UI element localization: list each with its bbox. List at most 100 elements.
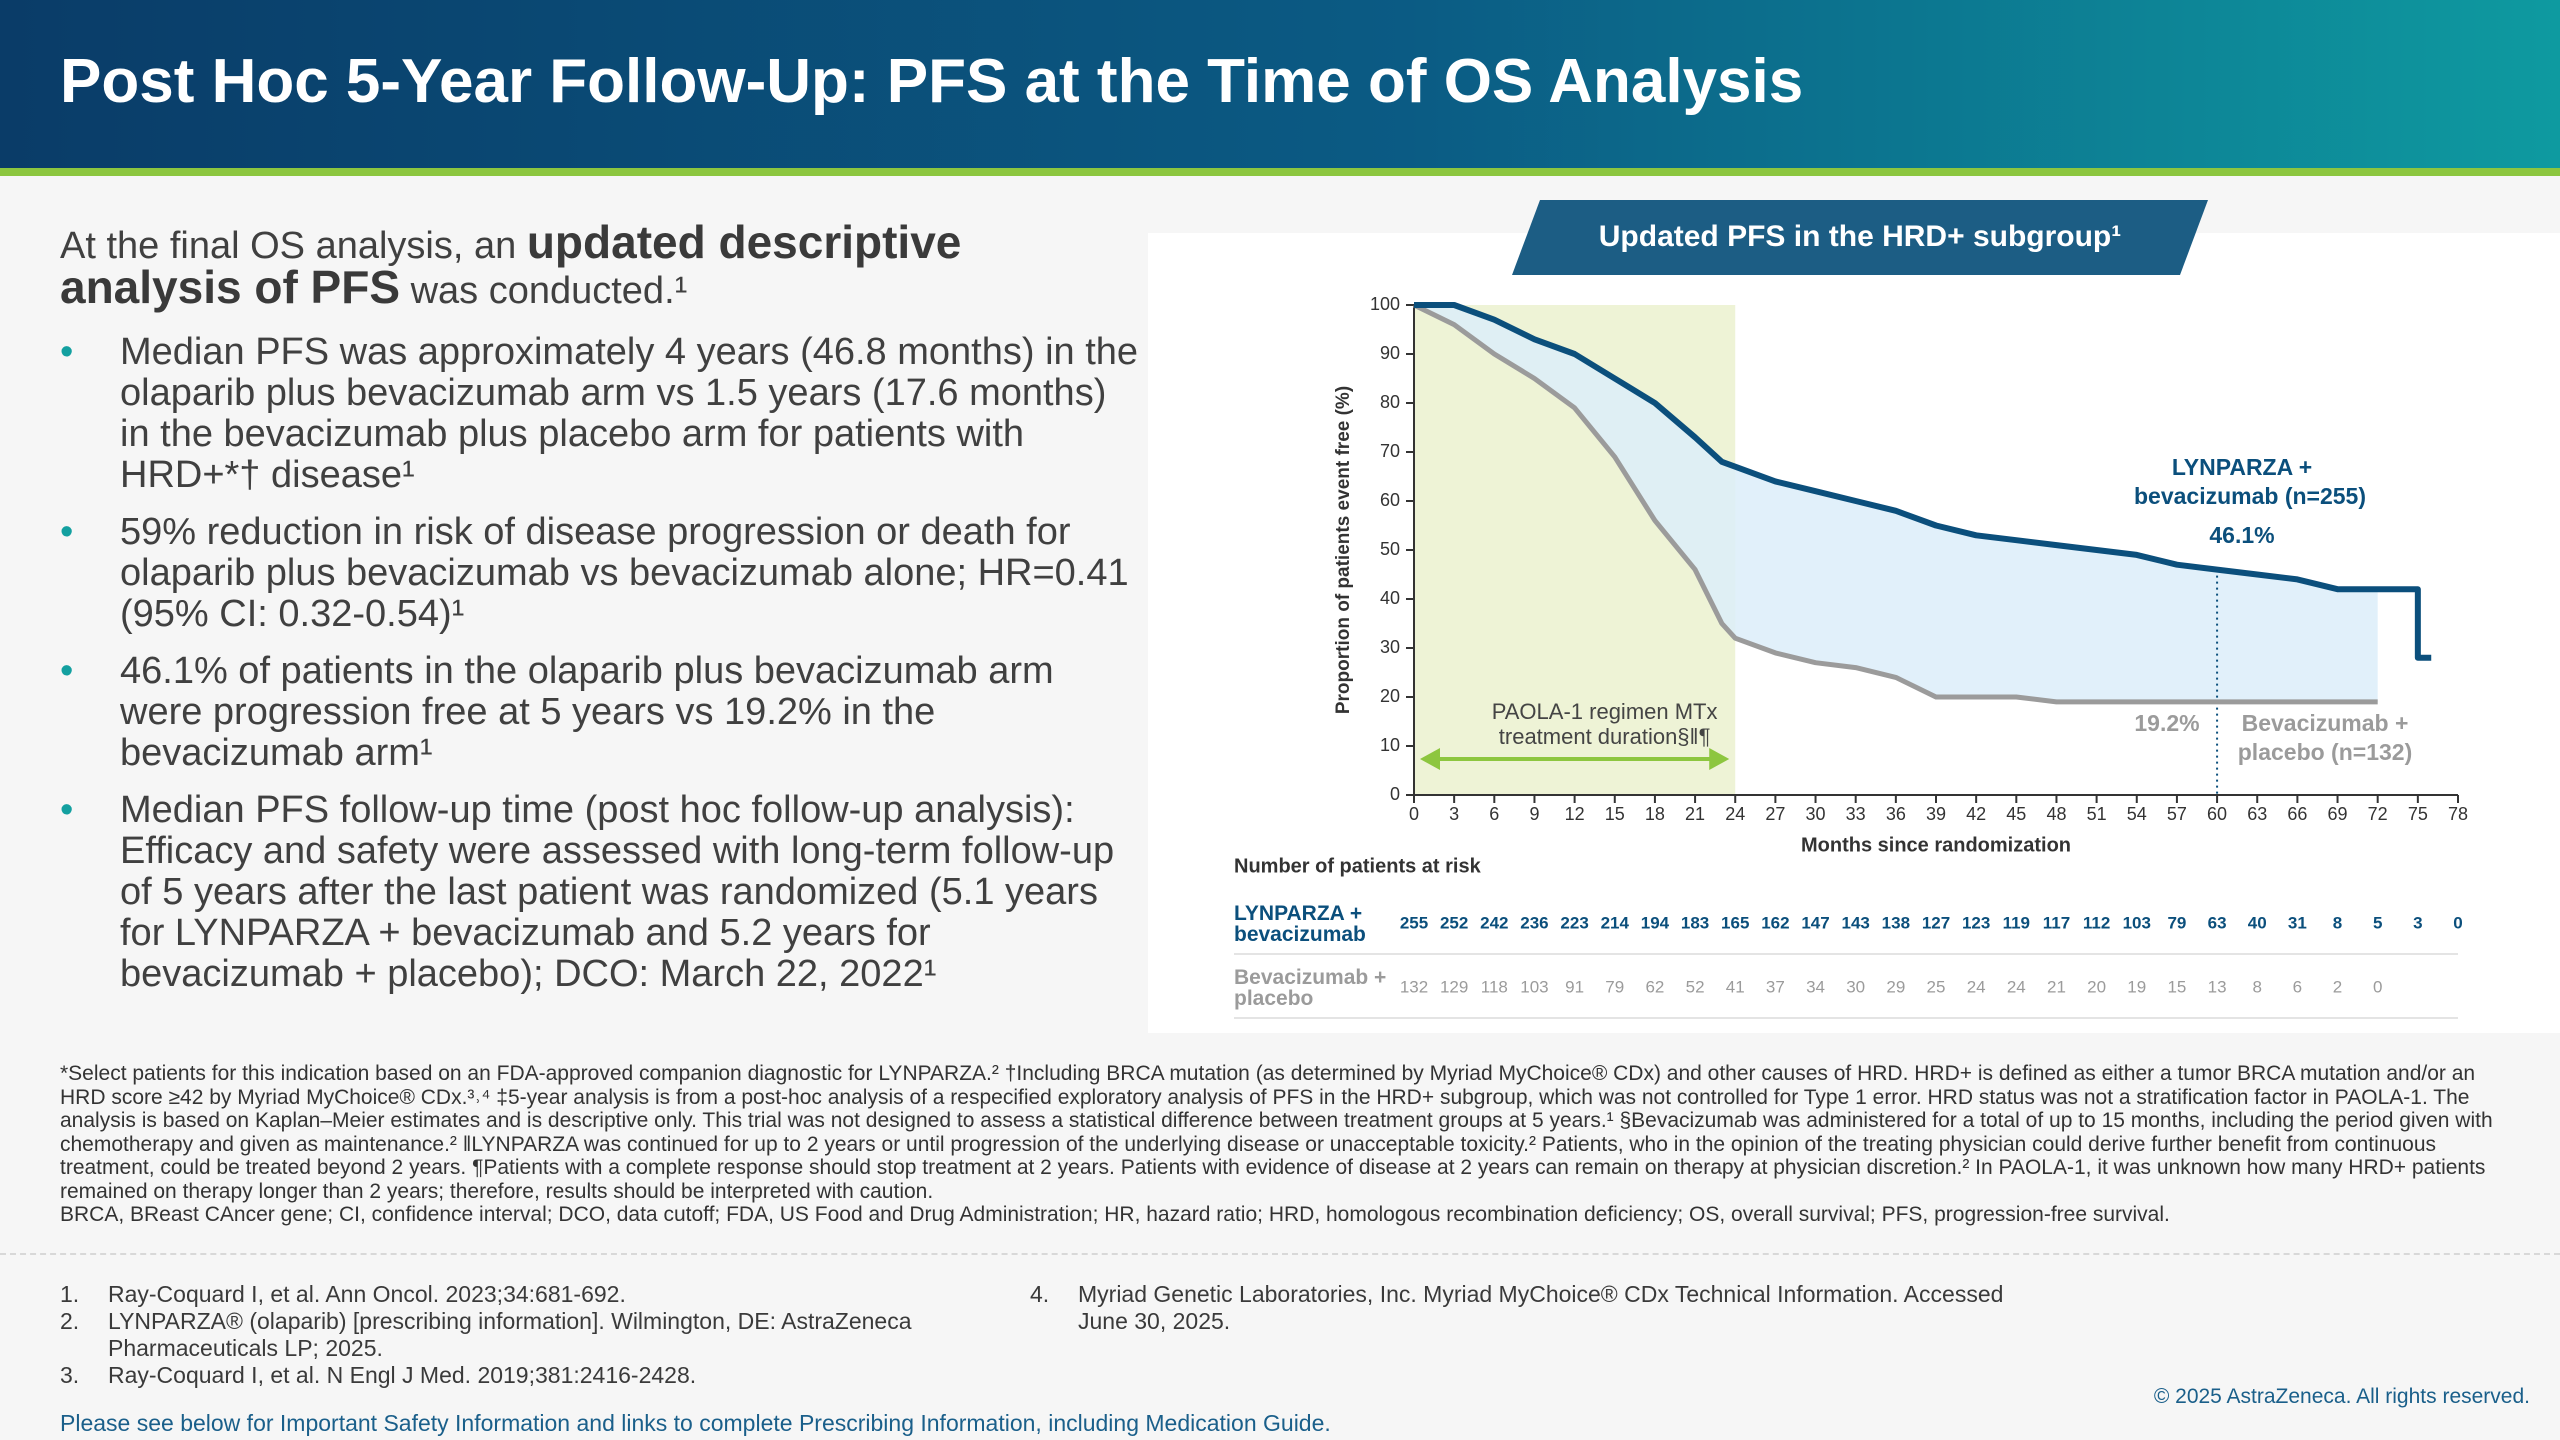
risk-row-label: LYNPARZA + bevacizumab	[1234, 902, 1366, 946]
left-column: At the final OS analysis, an updated des…	[60, 219, 1145, 1011]
safety-link[interactable]: Please see below for Important Safety In…	[60, 1410, 1331, 1436]
y-tick-label: 40	[1380, 588, 1400, 608]
survival-curve	[1412, 302, 2378, 705]
x-tick-label: 42	[1966, 804, 1986, 824]
bullet: Median PFS follow-up time (post hoc foll…	[60, 790, 1145, 995]
y-tick-label: 10	[1380, 735, 1400, 755]
x-tick-label: 36	[1886, 804, 1906, 824]
risk-count: 13	[2208, 977, 2227, 996]
references: 1. Ray-Coquard I, et al. Ann Oncol. 2023;…	[60, 1281, 980, 1389]
risk-count: 103	[1520, 977, 1548, 996]
risk-count: 118	[1481, 977, 1508, 996]
annotation: Bevacizumab +	[2242, 710, 2409, 736]
annotation: LYNPARZA +	[2172, 454, 2312, 480]
risk-count: 143	[1842, 913, 1870, 932]
bullet: 46.1% of patients in the olaparib plus b…	[60, 651, 1145, 774]
survival-curve	[1414, 302, 2432, 661]
risk-count: 147	[1801, 913, 1829, 932]
copyright: © 2025 AstraZeneca. All rights reserved.	[2153, 1385, 2530, 1408]
risk-count: 37	[1766, 977, 1785, 996]
x-tick-label: 39	[1926, 804, 1946, 824]
risk-count: 34	[1806, 977, 1825, 996]
intro: At the final OS analysis, an updated des…	[60, 219, 1145, 312]
risk-count: 236	[1520, 913, 1548, 932]
reference-number: 3.	[60, 1362, 80, 1388]
risk-count: 0	[2373, 977, 2382, 996]
x-tick-label: 3	[1449, 804, 1459, 824]
risk-count: 252	[1440, 913, 1468, 932]
risk-count: 62	[1645, 977, 1664, 996]
footnote: BRCA, BReast CAncer gene; CI, confidence…	[60, 1203, 2170, 1226]
risk-count: 132	[1400, 977, 1428, 996]
y-tick-label: 60	[1380, 490, 1400, 510]
risk-count: 21	[2047, 977, 2066, 996]
x-tick-label: 54	[2127, 804, 2147, 824]
risk-count: 119	[2003, 913, 2030, 932]
x-tick-label: 60	[2207, 804, 2227, 824]
x-axis-title: Months since randomization	[1801, 834, 2071, 856]
x-tick-label: 72	[2368, 804, 2388, 824]
risk-count: 123	[1962, 913, 1990, 932]
x-tick-label: 33	[1846, 804, 1866, 824]
x-tick-label: 0	[1409, 804, 1419, 824]
risk-count: 112	[2083, 913, 2110, 932]
risk-count: 129	[1440, 977, 1468, 996]
chart-title: Updated PFS in the HRD+ subgroup¹	[1599, 220, 2122, 253]
x-tick-label: 6	[1489, 804, 1499, 824]
reference-number: 2.	[60, 1308, 80, 1334]
annotation: placebo (n=132)	[2238, 739, 2412, 765]
risk-count: 41	[1726, 977, 1745, 996]
risk-count: 183	[1681, 913, 1709, 932]
risk-count: 79	[2167, 913, 2186, 932]
arrow-head	[1709, 748, 1730, 770]
x-tick-label: 15	[1605, 804, 1625, 824]
chart: Updated PFS in the HRD+ subgroup¹ PAOLA-…	[1234, 200, 2468, 1019]
risk-count: 138	[1882, 913, 1910, 932]
x-tick-label: 51	[2087, 804, 2107, 824]
reference-text: LYNPARZA® (olaparib) [prescribing inform…	[108, 1308, 912, 1361]
slide-title: Post Hoc 5-Year Follow-Up: PFS at the Ti…	[60, 47, 1804, 116]
footnote: *Select patients for this indication bas…	[60, 1062, 2493, 1203]
y-tick-label: 70	[1380, 441, 1400, 461]
risk-count: 40	[2248, 913, 2267, 932]
chart-banner	[1512, 200, 2208, 275]
x-tick-label: 45	[2006, 804, 2026, 824]
risk-count: 0	[2453, 913, 2462, 932]
header-rule	[0, 168, 2560, 176]
y-tick-label: 100	[1370, 294, 1400, 314]
risk-count: 5	[2373, 913, 2382, 932]
x-tick-label: 69	[2328, 804, 2348, 824]
risk-count: 242	[1480, 913, 1508, 932]
annotation: bevacizumab (n=255)	[2134, 483, 2366, 509]
arrow-head	[1420, 748, 1440, 770]
footnotes: *Select patients for this indication bas…	[60, 1062, 2520, 1227]
risk-table-title: Number of patients at risk	[1234, 855, 1482, 877]
risk-count: 24	[2007, 977, 2026, 996]
risk-count: 20	[2087, 977, 2106, 996]
risk-count: 25	[1927, 977, 1946, 996]
x-tick-label: 57	[2167, 804, 2187, 824]
risk-count: 223	[1560, 913, 1588, 932]
references: 4. Myriad Genetic Laboratories, Inc. Myri…	[1030, 1281, 2010, 1335]
y-tick-label: 50	[1380, 539, 1400, 559]
risk-count: 15	[2167, 977, 2186, 996]
risk-count: 79	[1605, 977, 1624, 996]
risk-count: 194	[1641, 913, 1670, 932]
reference: 1. Ray-Coquard I, et al. Ann Oncol. 2023;…	[60, 1281, 980, 1308]
risk-count: 52	[1686, 977, 1705, 996]
risk-count: 30	[1846, 977, 1865, 996]
intro-emphasis: updated descriptive analysis of PFS	[60, 216, 962, 313]
risk-count: 29	[1886, 977, 1905, 996]
risk-count: 8	[2333, 913, 2342, 932]
header-band	[0, 0, 2560, 168]
bullet: Median PFS was approximately 4 years (46…	[60, 332, 1145, 496]
x-tick-label: 27	[1765, 804, 1785, 824]
risk-count: 31	[2288, 913, 2307, 932]
x-tick-label: 48	[2046, 804, 2066, 824]
intro-text: was conducted.¹	[400, 270, 688, 312]
highlight-label: treatment duration§ǁ¶	[1499, 724, 1711, 749]
x-tick-label: 75	[2408, 804, 2428, 824]
reference: 2. LYNPARZA® (olaparib) [prescribing info…	[60, 1308, 980, 1362]
